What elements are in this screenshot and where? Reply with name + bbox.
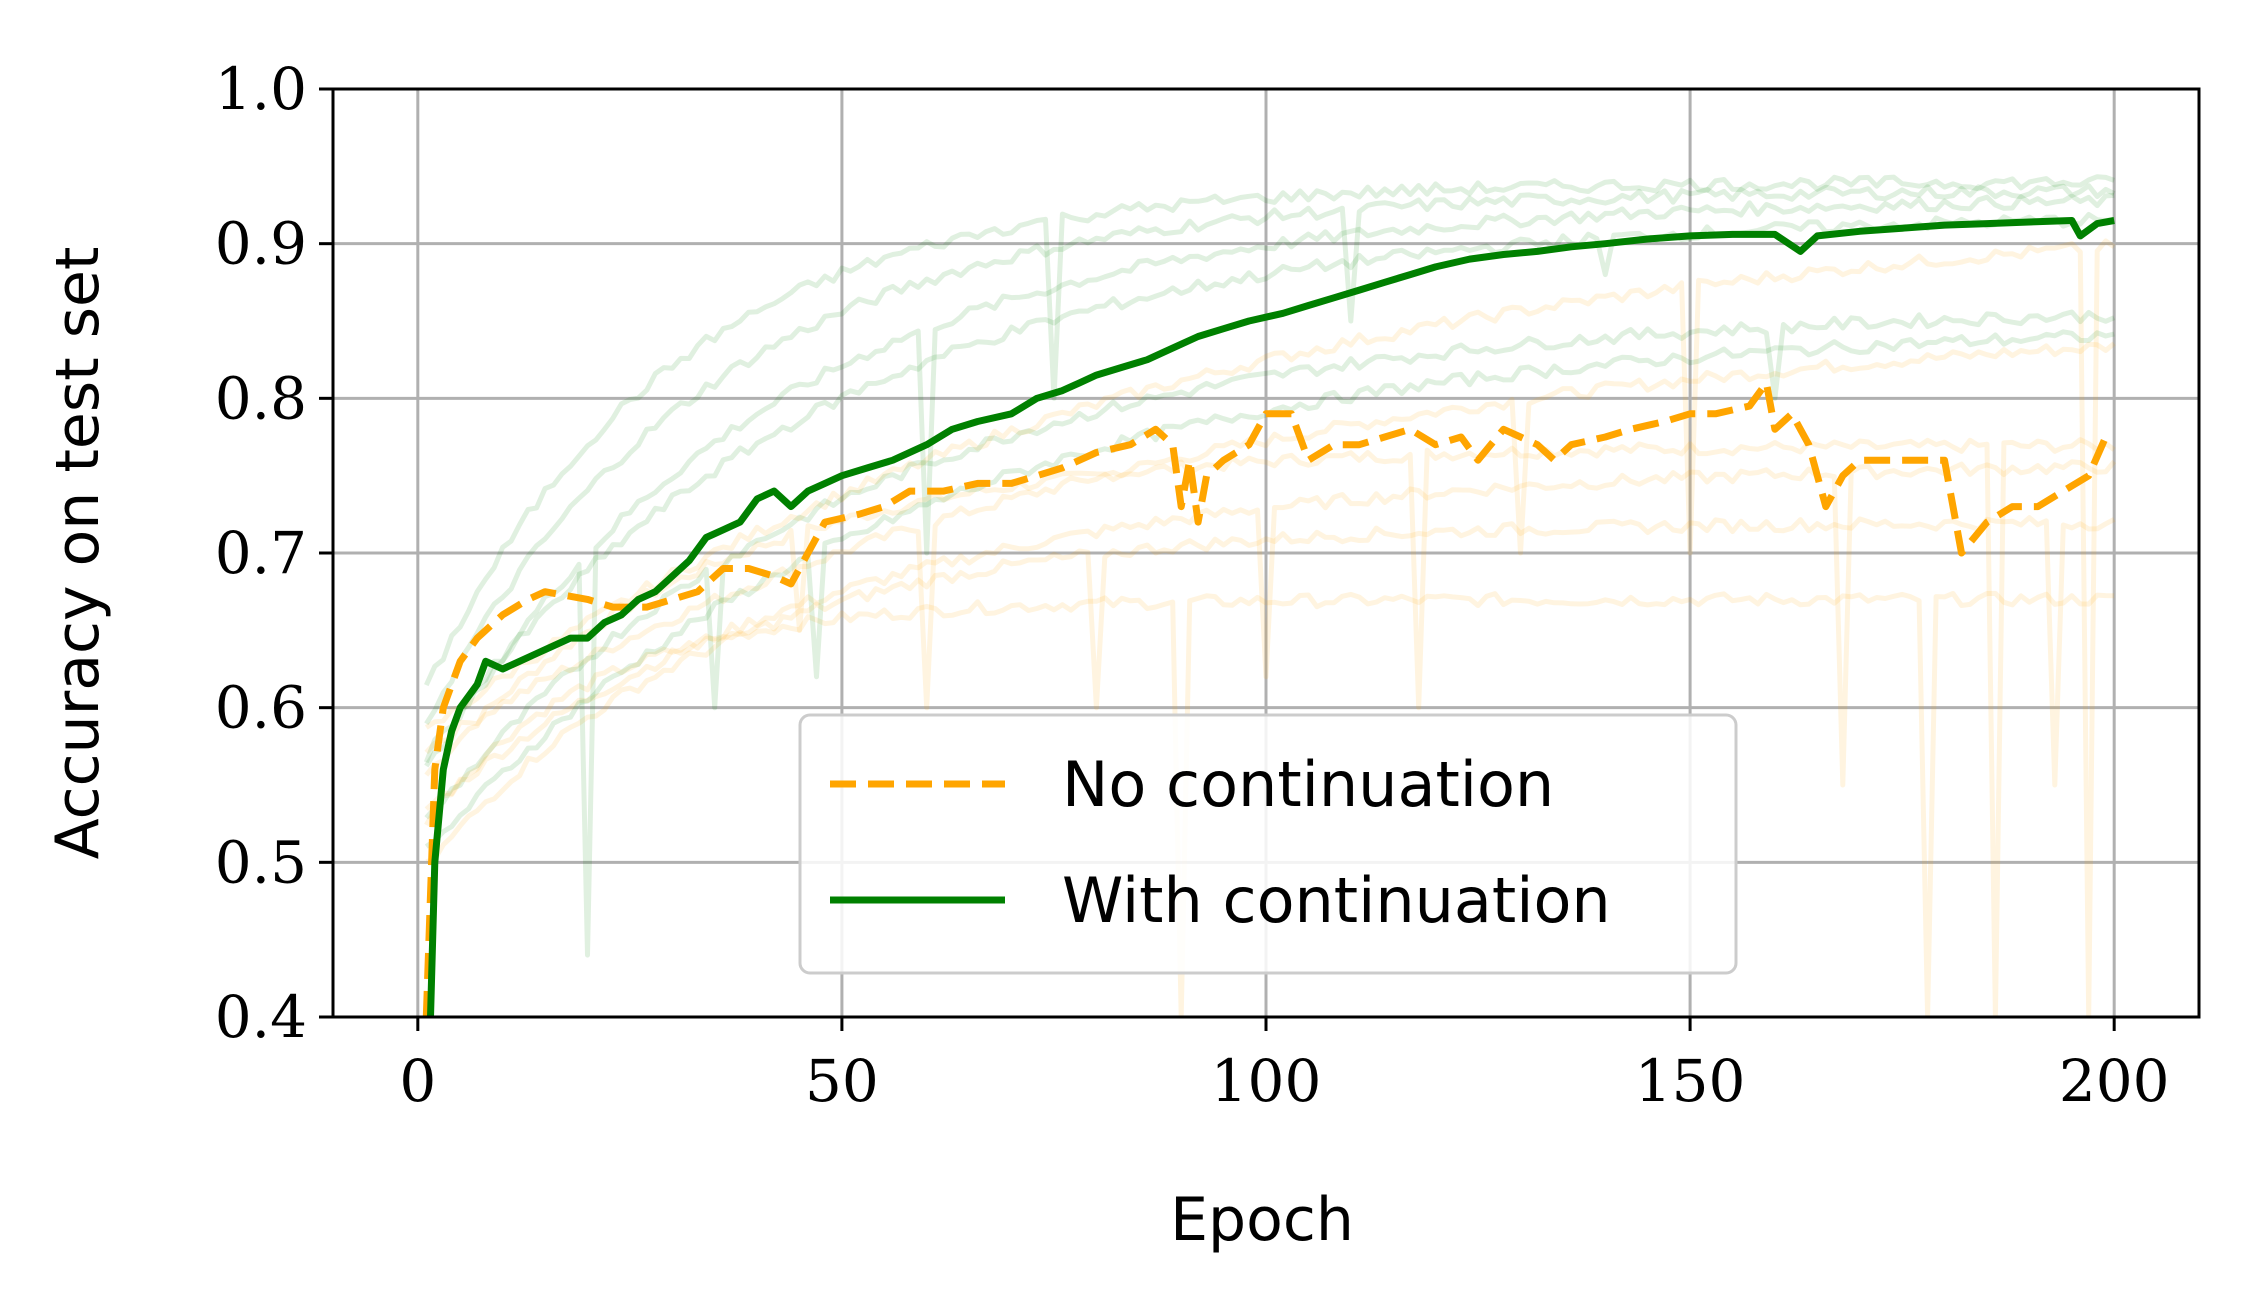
y-tick-label: 0.7 — [215, 519, 307, 587]
background-run-no-continuation — [424, 238, 2116, 1017]
x-axis-label: Epoch — [1170, 1185, 1354, 1255]
x-tick-label: 0 — [399, 1047, 436, 1115]
y-tick-label: 0.4 — [215, 983, 307, 1051]
x-tick-label: 200 — [2059, 1047, 2170, 1115]
legend: No continuation With continuation — [798, 713, 1738, 975]
y-tick-label: 0.6 — [215, 674, 307, 742]
background-run-with-continuation — [424, 192, 2115, 958]
gridlines — [333, 87, 2199, 1019]
background-run-with-continuation — [424, 174, 2116, 687]
background-run-no-continuation — [424, 341, 2116, 755]
background-run-no-continuation — [424, 590, 2115, 1017]
legend-box — [798, 713, 1738, 975]
y-tick-label: 0.8 — [215, 364, 307, 432]
x-tick-label: 50 — [805, 1047, 879, 1115]
legend-label-with-continuation: With continuation — [1062, 864, 1611, 937]
legend-label-no-continuation: No continuation — [1062, 748, 1554, 821]
y-tick-label: 0.5 — [215, 828, 307, 896]
x-tick-label: 100 — [1211, 1047, 1322, 1115]
background-run-with-continuation — [424, 183, 2116, 726]
background-run-no-continuation — [424, 437, 2116, 1017]
y-axis-label: Accuracy on test set — [43, 247, 113, 860]
series-with-continuation — [427, 217, 2115, 1017]
series-no-continuation — [422, 379, 2109, 1017]
background-run-no-continuation — [425, 515, 2116, 865]
y-tick-label: 1.0 — [215, 55, 307, 123]
axis-ticks: 0 50 100 150 200 0.4 0.5 0.6 0.7 0.8 0.9 1.0 — [215, 55, 2170, 1115]
main-series — [422, 217, 2115, 1017]
y-tick-label: 0.9 — [215, 210, 307, 278]
background-run-with-continuation — [424, 309, 2116, 820]
background-run-no-continuation — [424, 459, 2117, 812]
x-tick-label: 150 — [1635, 1047, 1746, 1115]
